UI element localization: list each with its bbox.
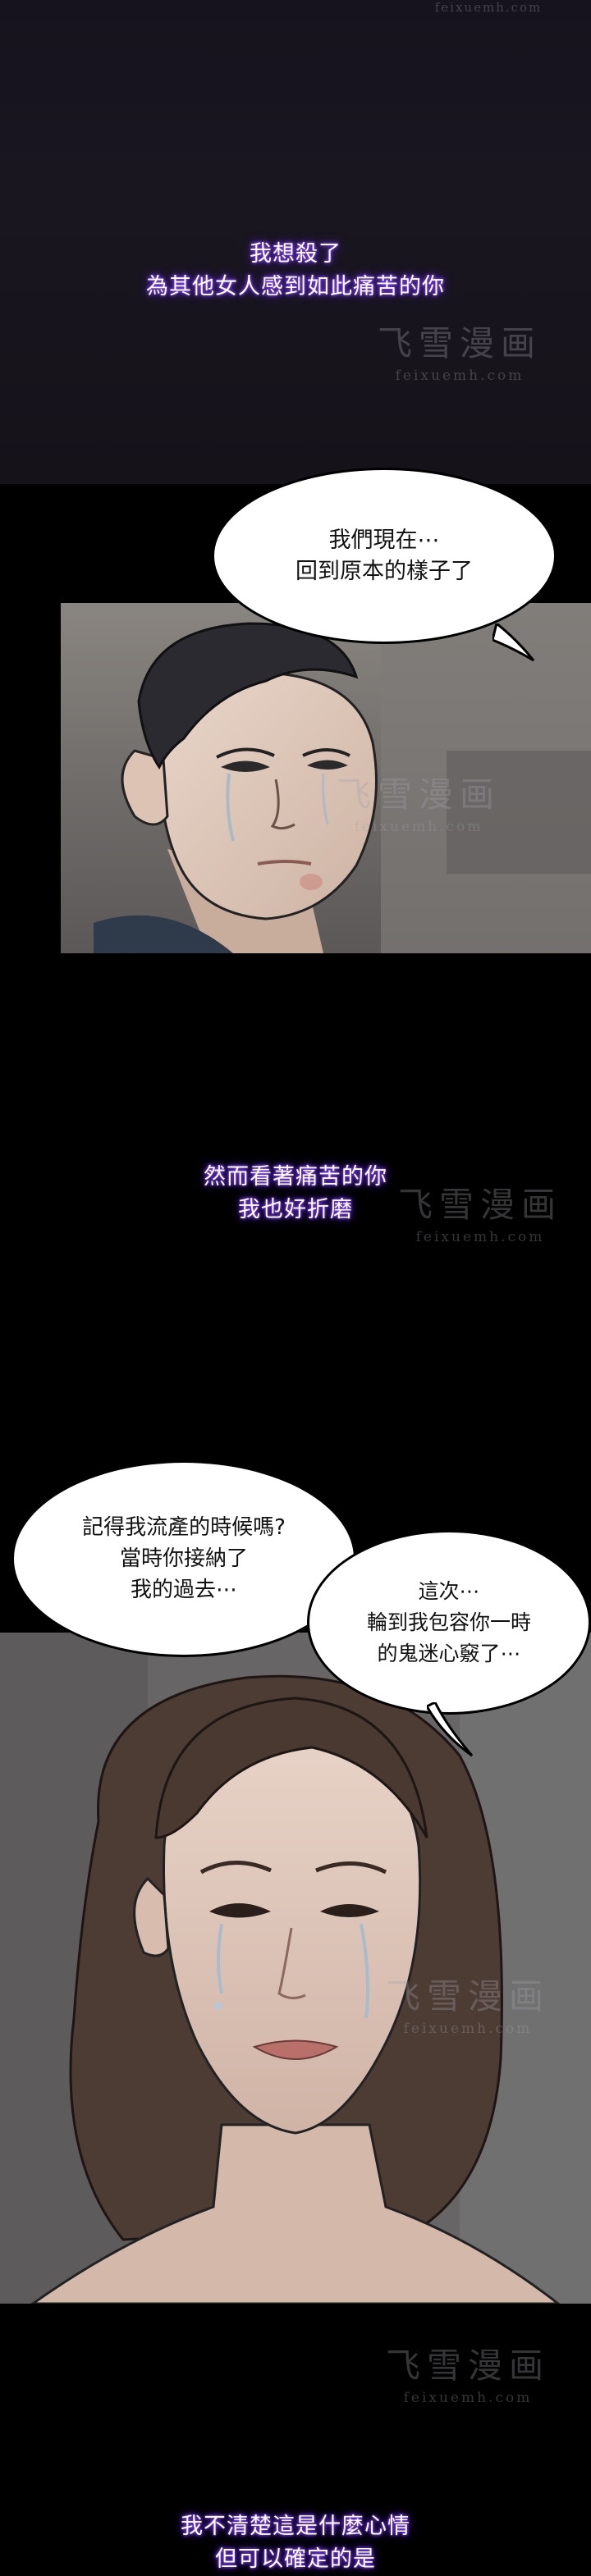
watermark-site: feixuemh.com [395,368,525,384]
narration-3: 我不清楚這是什麼心情 但可以確定的是 [0,2510,591,2576]
watermark-brand: 飞雪漫画 [385,2345,550,2386]
bubble-line: 我們現在⋯ [328,527,440,553]
narration-line: 然而看著痛苦的你 [204,1164,387,1190]
woman-illustration [0,1633,591,2304]
man-illustration [61,603,591,953]
bubble-line: 我的過去⋯ [130,1578,237,1602]
top-background-strip [0,0,591,484]
watermark-site: feixuemh.com [403,2390,533,2406]
speech-bubble-woman-left: 記得我流產的時候嗎? 當時你接納了 我的過去⋯ [11,1460,356,1657]
panel-man-crying [61,603,591,953]
speech-bubble-tail [492,623,535,662]
narration-line: 為其他女人感到如此痛苦的你 [146,274,445,299]
watermark-logo: 飞雪漫画 feixuemh.com [361,1969,575,2037]
bubble-line: 回到原本的樣子了 [296,558,473,584]
watermark-site: feixuemh.com [354,819,483,835]
watermark-logo: 飞雪漫画 feixuemh.com [378,1177,583,1245]
speech-bubble-man: 我們現在⋯ 回到原本的樣子了 [212,468,557,644]
narration-line: 我不清楚這是什麼心情 [181,2514,410,2539]
speech-bubble-tail [427,1702,474,1757]
narration-1: 我想殺了 為其他女人感到如此痛苦的你 [0,238,591,304]
watermark-brand: 飞雪漫画 [336,774,501,815]
watermark-logo: 飞雪漫画 feixuemh.com [361,316,558,384]
watermark-brand: 飞雪漫画 [385,1976,550,2016]
watermark-logo: 飞雪漫画 feixuemh.com [312,767,525,835]
watermark-logo: 飞雪漫画 feixuemh.com [361,2338,575,2406]
bubble-line: 輪到我包容你一時 [366,1610,531,1634]
watermark-brand: 飞雪漫画 [397,1185,562,1225]
bubble-line: 這次⋯ [418,1578,480,1603]
top-watermark: feixuemh.com [434,0,543,15]
watermark-brand: 飞雪漫画 [377,323,542,363]
bubble-line: 當時你接納了 [119,1546,248,1571]
panel-woman-crying [0,1633,591,2304]
narration-line: 但可以確定的是 [215,2546,376,2572]
watermark-site: feixuemh.com [403,2021,533,2037]
narration-line: 我也好折磨 [238,1197,353,1222]
speech-bubble-woman-right: 這次⋯ 輪到我包容你一時 的鬼迷心竅了⋯ [307,1530,591,1715]
narration-2: 然而看著痛苦的你 我也好折磨 [0,1161,591,1226]
bubble-line: 的鬼迷心竅了⋯ [377,1641,521,1665]
bubble-line: 記得我流產的時候嗎? [82,1515,286,1540]
narration-line: 我想殺了 [250,241,341,267]
watermark-site: feixuemh.com [415,1229,545,1245]
